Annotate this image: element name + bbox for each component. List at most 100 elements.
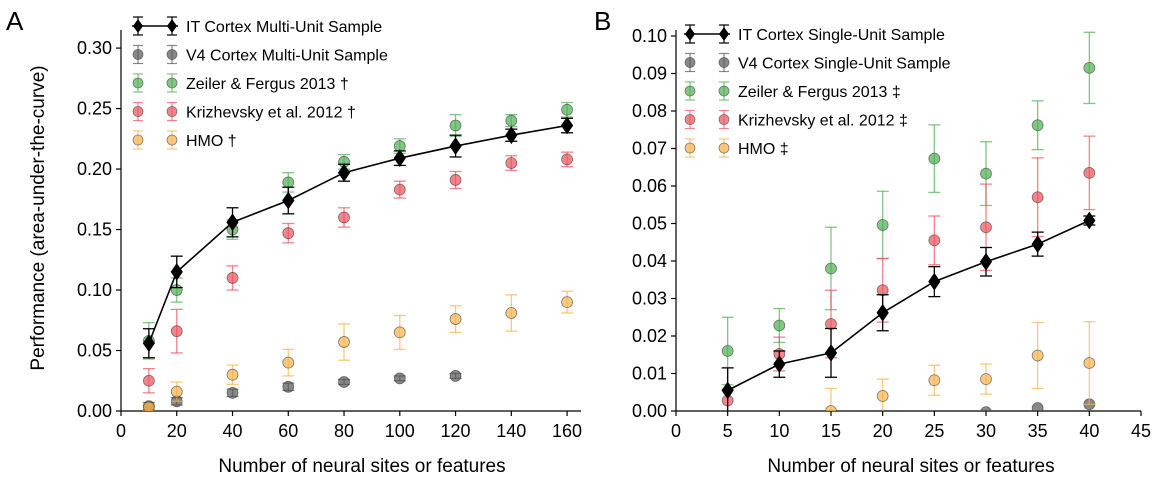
legend-label: V4 Cortex Single-Unit Sample [738, 56, 951, 73]
data-point [505, 114, 518, 127]
legend-marker [685, 27, 695, 41]
legend-item: Zeiler & Fergus 2013 ‡ [684, 81, 901, 101]
legend-label: Krizhevsky et al. 2012 † [186, 105, 356, 122]
data-point [449, 119, 462, 132]
x-tick-label: 120 [441, 421, 471, 441]
legend-marker [133, 19, 143, 33]
legend-item: Krizhevsky et al. 2012 † [132, 101, 356, 122]
y-tick-label: 0.25 [77, 99, 112, 119]
data-point [449, 313, 462, 325]
data-point [1031, 119, 1044, 132]
data-point [226, 272, 239, 284]
legend-item: HMO † [132, 130, 237, 150]
legend-label: V4 Cortex Multi-Unit Sample [186, 48, 388, 65]
data-point [393, 372, 406, 385]
data-point [337, 163, 351, 182]
y-tick-label: 0.30 [77, 38, 112, 58]
y-tick-label: 0.10 [77, 280, 112, 300]
y-tick-label: 0.15 [77, 220, 112, 240]
x-tick-label: 140 [496, 421, 526, 441]
x-tick-label: 10 [769, 421, 789, 441]
data-point [282, 191, 295, 210]
data-point [393, 183, 406, 196]
legend-marker [684, 85, 696, 97]
legend-marker [166, 106, 178, 117]
data-point [226, 386, 239, 399]
data-point [773, 355, 786, 374]
x-tick-label: 15 [821, 421, 841, 441]
data-point [142, 401, 155, 411]
y-tick-label: 0.10 [632, 26, 667, 46]
data-point [449, 370, 462, 382]
data-point [721, 345, 734, 357]
legend: IT Cortex Single-Unit Sample V4 Cortex Si… [684, 24, 951, 158]
legend-label: Krizhevsky et al. 2012 ‡ [738, 113, 908, 130]
data-point [170, 325, 183, 338]
y-tick-label: 0.07 [632, 139, 667, 159]
plot-area [721, 31, 1096, 411]
data-point [721, 381, 734, 400]
legend-marker [167, 19, 177, 33]
legend-marker [718, 57, 730, 68]
data-point [560, 116, 574, 135]
legend-item: Zeiler & Fergus 2013 † [132, 73, 349, 93]
data-point [876, 303, 889, 322]
y-tick-label: 0.00 [632, 401, 667, 421]
x-tick-label: 20 [167, 421, 187, 441]
data-point [449, 174, 462, 186]
y-tick-label: 0.06 [632, 176, 667, 196]
data-point [1083, 357, 1096, 369]
legend-item: IT Cortex Multi-Unit Sample [132, 16, 382, 36]
y-tick-label: 0.08 [632, 101, 667, 121]
legend-marker [719, 27, 729, 41]
x-axis-label: Number of neural sites or features [767, 456, 1054, 477]
data-point [980, 373, 992, 386]
y-tick-label: 0.05 [632, 214, 667, 234]
legend-marker [684, 142, 696, 154]
series-line [727, 219, 1090, 392]
y-tick-label: 0.02 [632, 326, 667, 346]
legend-item: IT Cortex Single-Unit Sample [684, 24, 945, 44]
data-point [1031, 349, 1044, 362]
legend-marker [718, 114, 730, 125]
panel-label: B [594, 6, 611, 36]
legend-marker [166, 134, 178, 146]
legend-item: Krizhevsky et al. 2012 ‡ [684, 109, 908, 130]
data-point [1083, 211, 1096, 230]
y-tick-label: 0.20 [77, 159, 112, 179]
data-point [338, 376, 350, 388]
data-point [1083, 166, 1096, 179]
data-point [393, 326, 406, 339]
data-point [282, 356, 295, 369]
legend-label: IT Cortex Multi-Unit Sample [186, 19, 382, 36]
legend: IT Cortex Multi-Unit Sample V4 Cortex Mul… [132, 16, 388, 150]
data-point [825, 405, 837, 411]
panel-b: B 0 5 10 15 20 25 30 35 40 45 0.00 0.01 0.02 0.03 0.04 0… [594, 6, 1151, 477]
x-tick-label: 60 [278, 421, 298, 441]
x-axis-label: Number of neural sites or features [218, 456, 505, 477]
data-point [282, 176, 295, 189]
data-point [825, 262, 837, 275]
data-point [505, 126, 518, 145]
x-tick-label: 25 [924, 421, 944, 441]
legend-marker [684, 114, 696, 125]
data-point [449, 137, 462, 155]
series-3 [142, 151, 574, 394]
series-2 [721, 31, 1096, 386]
legend-label: HMO ‡ [738, 141, 789, 158]
legend-marker [132, 134, 144, 146]
data-point [876, 390, 889, 402]
data-point [561, 103, 573, 116]
x-tick-label: 30 [976, 421, 996, 441]
y-tick-label: 0.05 [77, 341, 112, 361]
data-point [979, 252, 993, 271]
y-tick-label: 0.00 [77, 401, 112, 421]
x-tick-label: 5 [723, 421, 733, 441]
data-point [561, 153, 573, 166]
y-tick-label: 0.09 [632, 64, 667, 84]
legend-marker [132, 49, 144, 60]
data-point [980, 167, 992, 180]
legend-label: HMO † [186, 133, 237, 150]
x-tick-label: 100 [385, 421, 415, 441]
x-tick-label: 0 [671, 421, 681, 441]
